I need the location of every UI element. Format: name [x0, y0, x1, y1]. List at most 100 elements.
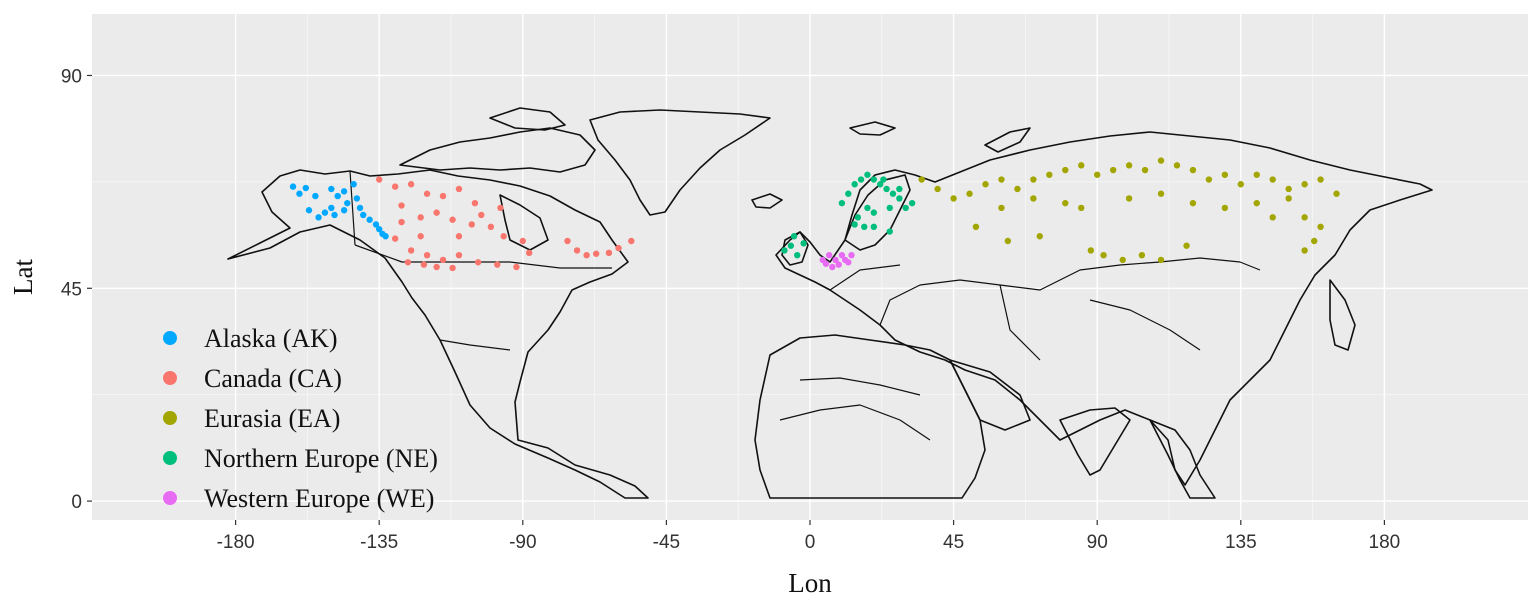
data-point — [1078, 162, 1085, 169]
legend-marker — [163, 411, 177, 425]
data-point — [851, 181, 858, 188]
data-point — [1109, 166, 1117, 174]
data-point — [398, 202, 405, 209]
data-point — [886, 204, 893, 212]
data-point — [376, 225, 383, 233]
data-point — [615, 244, 622, 252]
data-point — [583, 251, 590, 259]
data-point — [1221, 171, 1229, 178]
data-point — [487, 223, 495, 231]
data-point — [1205, 176, 1213, 183]
arctic-islands-outline — [399, 127, 596, 173]
data-point — [449, 264, 456, 272]
data-point — [423, 190, 431, 197]
data-point — [296, 190, 303, 197]
data-point — [328, 185, 335, 193]
data-point — [455, 251, 463, 259]
data-point — [1317, 176, 1324, 183]
data-point — [854, 214, 862, 221]
data-point — [1237, 181, 1245, 188]
data-point — [1301, 181, 1308, 188]
x-axis-title: Lon — [788, 568, 832, 598]
iceland-outline — [751, 193, 783, 209]
data-point — [1301, 247, 1308, 254]
data-point — [1253, 199, 1260, 207]
data-point — [494, 261, 501, 268]
data-point — [455, 185, 463, 193]
scandinavia-outline — [844, 174, 911, 251]
data-point — [1189, 166, 1197, 174]
novaya-zemlya-outline — [984, 127, 1031, 153]
data-point — [1125, 195, 1133, 202]
data-point — [328, 204, 335, 212]
arabia-outline — [949, 359, 1031, 431]
data-point — [870, 223, 878, 231]
data-point — [1253, 171, 1260, 178]
british-isles-outline — [781, 231, 809, 266]
data-point — [1030, 195, 1037, 202]
data-point — [398, 218, 405, 226]
data-point — [1030, 176, 1037, 183]
y-axis-ticks: 0 45 90 — [61, 66, 92, 513]
legend: Alaska (AK) Canada (CA) Eurasia (EA) Northe… — [163, 324, 438, 513]
data-point — [1333, 190, 1340, 197]
data-point — [376, 176, 383, 183]
data-point — [889, 190, 897, 197]
data-point — [998, 176, 1005, 183]
x-axis-ticks: -180 -135 -90 -45 0 45 90 135 180 — [217, 520, 1400, 553]
data-point — [998, 204, 1005, 212]
data-point — [1100, 251, 1107, 259]
data-point — [500, 233, 507, 240]
data-point — [340, 207, 348, 214]
data-point — [1036, 233, 1043, 240]
data-point — [825, 251, 833, 259]
data-point — [407, 181, 415, 188]
data-point — [423, 251, 431, 259]
data-point — [883, 185, 890, 193]
data-point — [966, 190, 973, 197]
data-point — [864, 171, 871, 178]
data-point — [340, 188, 348, 195]
svalbard-outline — [849, 121, 896, 136]
data-point — [848, 251, 855, 259]
data-point — [829, 263, 836, 271]
data-point — [321, 209, 329, 216]
data-point — [1157, 190, 1165, 197]
data-point — [433, 209, 440, 216]
data-point — [851, 221, 858, 228]
data-point — [908, 199, 916, 207]
legend-marker — [163, 371, 177, 385]
data-point — [417, 214, 424, 221]
data-point — [1004, 237, 1012, 245]
data-points — [289, 157, 1340, 272]
data-point — [439, 256, 447, 264]
y-tick-label: 90 — [61, 66, 82, 87]
data-point — [449, 216, 456, 223]
data-point — [433, 263, 440, 271]
legend-label: Eurasia (EA) — [204, 404, 340, 433]
data-point — [573, 247, 581, 254]
data-point — [1301, 214, 1308, 221]
hudson-bay-outline — [499, 194, 549, 251]
data-point — [982, 181, 989, 188]
data-point — [870, 209, 878, 216]
data-point — [1269, 176, 1276, 183]
data-point — [468, 221, 475, 228]
data-point — [525, 249, 533, 257]
data-point — [902, 204, 909, 212]
data-point — [1062, 199, 1069, 207]
x-tick-label: -180 — [217, 532, 255, 553]
data-point — [305, 207, 313, 214]
data-point — [478, 211, 485, 219]
data-point — [790, 233, 798, 240]
data-point — [382, 233, 389, 240]
data-point — [845, 190, 852, 197]
data-point — [880, 176, 887, 183]
data-point — [391, 183, 399, 190]
data-point — [1087, 247, 1095, 254]
data-point — [497, 204, 504, 212]
data-point — [1173, 162, 1181, 169]
data-point — [1285, 195, 1292, 202]
data-point — [513, 263, 520, 271]
